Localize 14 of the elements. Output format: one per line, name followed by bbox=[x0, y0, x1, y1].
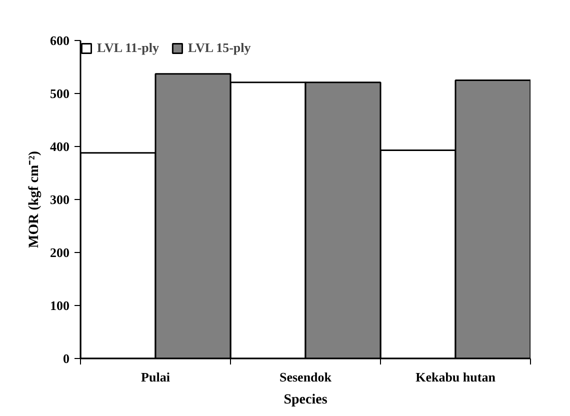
y-tick-label: 0 bbox=[63, 351, 70, 366]
y-tick-label: 200 bbox=[50, 245, 70, 260]
y-tick-label: 600 bbox=[50, 33, 70, 48]
x-axis-title: Species bbox=[284, 392, 328, 408]
y-axis-title: MOR (kgf cm⁻²) bbox=[27, 150, 42, 248]
legend-label: LVL 15-ply bbox=[188, 40, 251, 56]
y-tick-label: 100 bbox=[50, 298, 70, 313]
legend-label: LVL 11-ply bbox=[97, 40, 160, 56]
y-tick-label: 400 bbox=[50, 139, 70, 154]
x-tick-label: Sesendok bbox=[279, 370, 332, 384]
x-tick-label: Pulai bbox=[141, 370, 170, 384]
y-tick-label: 300 bbox=[50, 192, 70, 207]
y-tick-label: 500 bbox=[50, 86, 70, 101]
x-tick-label: Kekabu hutan bbox=[416, 370, 496, 384]
